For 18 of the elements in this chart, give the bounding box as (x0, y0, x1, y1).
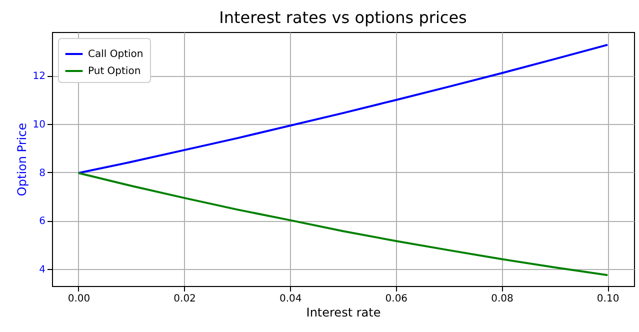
x-tick-label: 0.04 (279, 294, 302, 304)
line-series (77, 44, 609, 174)
chart-title: Interest rates vs options prices (219, 8, 467, 27)
y-tick-label: 10 (32, 119, 46, 130)
legend-label: Call Option (88, 49, 144, 60)
y-tick-label: 4 (39, 264, 46, 276)
legend-label: Put Option (88, 66, 141, 77)
x-axis-title: Interest rate (306, 306, 381, 320)
x-tick-label: 0.00 (68, 294, 90, 304)
y-tick-label: 6 (39, 216, 46, 228)
y-tick-label: 12 (32, 71, 46, 82)
line-series (77, 172, 609, 276)
x-tick-label: 0.06 (385, 294, 408, 304)
x-tick-label: 0.02 (174, 294, 196, 304)
y-axis-title: Option Price (14, 122, 29, 196)
x-tick-label: 0.10 (596, 294, 620, 304)
y-tick-label: 8 (39, 168, 46, 179)
x-tick-label: 0.08 (491, 294, 514, 304)
